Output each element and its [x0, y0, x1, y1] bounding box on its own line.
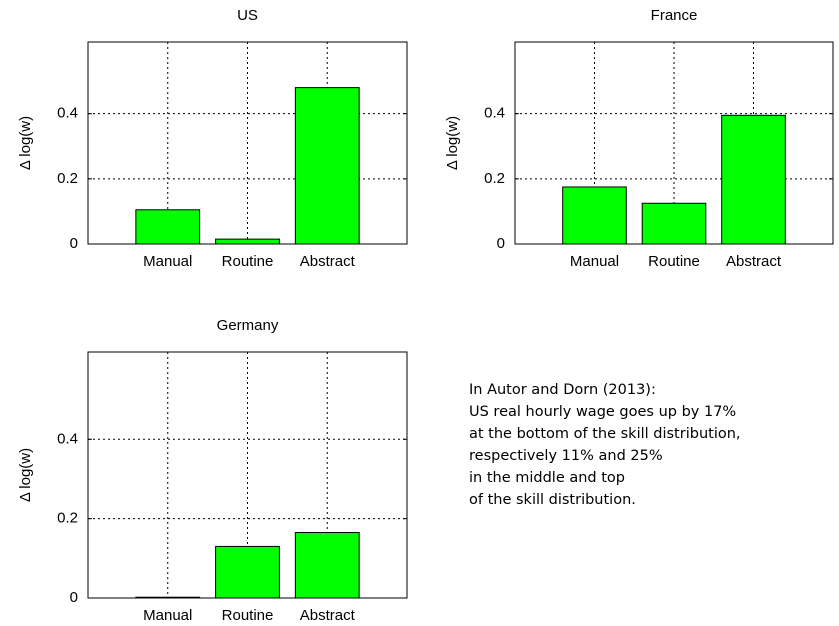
- plot-frame: [514, 41, 834, 245]
- note-line: US real hourly wage goes up by 17%: [469, 404, 736, 420]
- y-axis-label: Δ log(w): [17, 448, 34, 502]
- y-tick-label: 0.2: [484, 170, 505, 187]
- y-tick-label: 0: [497, 235, 505, 252]
- x-tick-label: Abstract: [726, 253, 782, 270]
- x-tick-label: Manual: [143, 607, 192, 624]
- y-tick-label: 0: [70, 235, 78, 252]
- y-tick-label: 0.2: [57, 170, 78, 187]
- y-axis-label: Δ log(w): [17, 116, 34, 170]
- note-line: In Autor and Dorn (2013):: [469, 382, 656, 398]
- bar: [215, 238, 280, 245]
- y-tick-label: 0.4: [484, 105, 505, 122]
- note-line: at the bottom of the skill distribution,: [469, 426, 741, 442]
- note-line: in the middle and top: [469, 470, 625, 486]
- y-tick-label: 0.4: [57, 105, 78, 122]
- bar: [562, 186, 627, 245]
- x-tick-label: Abstract: [300, 607, 356, 624]
- plot-frame: [87, 41, 408, 245]
- y-tick-label: 0.4: [57, 430, 78, 447]
- bar: [135, 209, 201, 245]
- note-line: respectively 11% and 25%: [469, 448, 663, 464]
- bar: [641, 202, 707, 245]
- y-tick-label: 0.2: [57, 510, 78, 527]
- note-line: of the skill distribution.: [469, 492, 636, 508]
- x-tick-label: Routine: [648, 253, 700, 270]
- x-tick-label: Manual: [143, 253, 192, 270]
- x-tick-label: Routine: [222, 253, 274, 270]
- plot-frame: [87, 351, 408, 599]
- y-tick-label: 0: [70, 589, 78, 606]
- x-tick-label: Routine: [222, 607, 274, 624]
- x-tick-label: Abstract: [300, 253, 356, 270]
- chart-title: France: [651, 7, 698, 24]
- bar: [721, 114, 786, 245]
- bar: [294, 532, 360, 599]
- y-axis-label: Δ log(w): [444, 116, 461, 170]
- bar: [294, 87, 360, 245]
- bar: [215, 545, 280, 599]
- chart-title: Germany: [217, 317, 279, 334]
- x-tick-label: Manual: [570, 253, 619, 270]
- chart-title: US: [237, 7, 258, 24]
